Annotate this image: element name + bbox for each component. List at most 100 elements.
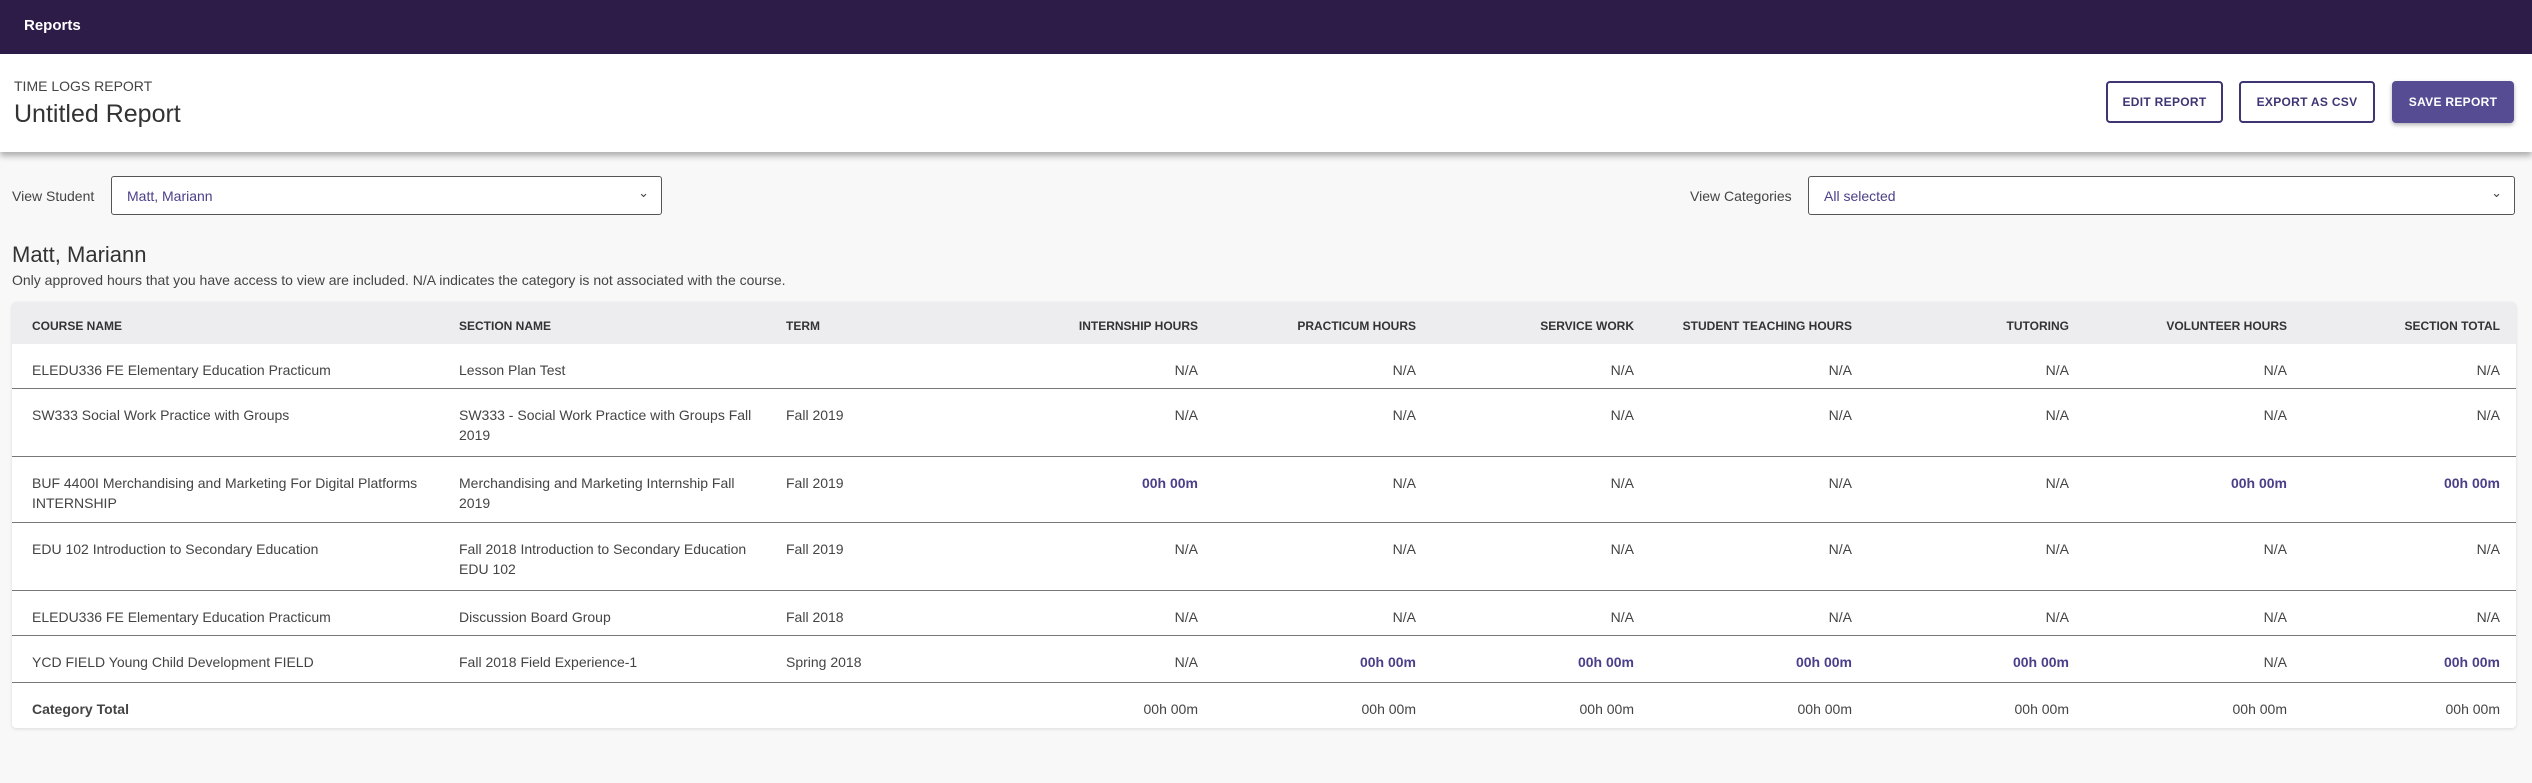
table-cell: N/A [1392, 475, 1416, 491]
table-cell: 00h 00m [2014, 701, 2069, 717]
table-cell: 00h 00m [1361, 701, 1416, 717]
table-row: EDU 102 Introduction to Secondary Educat… [12, 523, 2516, 591]
table-cell: Fall 2018 Field Experience-1 [459, 654, 638, 670]
chevron-down-icon: ⌄ [638, 185, 649, 200]
table-cell: ELEDU336 FE Elementary Education Practic… [32, 609, 331, 625]
table-cell: 00h 00m [2445, 701, 2500, 717]
table-cell: N/A [1392, 407, 1416, 423]
time-logs-table: COURSE NAME SECTION NAME TERM INTERNSHIP HO… [12, 302, 2516, 728]
table-cell: N/A [1392, 362, 1416, 378]
table-cell: N/A [1828, 407, 1852, 423]
table-header-row: COURSE NAME SECTION NAME TERM INTERNSHIP HO… [12, 302, 2516, 344]
categories-select-value: All selected [1824, 188, 1896, 204]
student-name-heading: Matt, Mariann [12, 242, 147, 267]
table-cell: N/A [1828, 475, 1852, 491]
table-cell: Fall 2019 [786, 475, 844, 491]
table-cell: N/A [2263, 609, 2287, 625]
report-note: Only approved hours that you have access… [12, 272, 786, 288]
table-cell: N/A [2045, 475, 2069, 491]
table-cell: Merchandising and Marketing Internship F… [459, 475, 735, 511]
column-header[interactable]: PRACTICUM HOURS [1297, 319, 1416, 333]
table-cell: N/A [1610, 362, 1634, 378]
table-cell: N/A [1174, 362, 1198, 378]
view-categories-select[interactable]: All selected ⌄ [1808, 176, 2515, 215]
page-title: Untitled Report [14, 100, 181, 128]
table-cell: N/A [2045, 609, 2069, 625]
table-cell: YCD FIELD Young Child Development FIELD [32, 654, 314, 670]
table-cell: 00h 00m [2443, 475, 2500, 491]
table-cell: Fall 2018 Introduction to Secondary Educ… [459, 541, 747, 577]
table-cell: Fall 2018 [786, 609, 844, 625]
table-cell: Spring 2018 [786, 654, 862, 670]
table-cell: N/A [2476, 609, 2500, 625]
table-row: ELEDU336 FE Elementary Education Practic… [12, 344, 2516, 389]
report-type: TIME LOGS REPORT [14, 78, 153, 94]
category-total-row: Category Total 00h 00m 00h 00m 00h 00m 00h 0… [12, 683, 2516, 728]
table-cell: BUF 4400I Merchandising and Marketing Fo… [32, 475, 418, 511]
view-student-select[interactable]: Matt, Mariann ⌄ [111, 176, 662, 215]
table-cell: N/A [1610, 609, 1634, 625]
table-cell: 00h 00m [1359, 654, 1416, 670]
table-row: ELEDU336 FE Elementary Education Practic… [12, 591, 2516, 636]
table-cell: 00h 00m [1577, 654, 1634, 670]
table-cell: N/A [1828, 362, 1852, 378]
table-cell: Fall 2019 [786, 407, 844, 423]
table-cell: 00h 00m [1141, 475, 1198, 491]
save-report-button[interactable]: SAVE REPORT [2392, 81, 2514, 123]
table-cell: Fall 2019 [786, 541, 844, 557]
table-cell: N/A [1610, 407, 1634, 423]
table-cell: N/A [1174, 541, 1198, 557]
table-row: BUF 4400I Merchandising and Marketing Fo… [12, 457, 2516, 523]
table-cell: N/A [2045, 541, 2069, 557]
column-header[interactable]: SECTION NAME [459, 319, 552, 333]
table-cell: N/A [1610, 541, 1634, 557]
table-cell: 00h 00m [1579, 701, 1634, 717]
table-cell: N/A [1828, 541, 1852, 557]
column-header[interactable]: SECTION TOTAL [2404, 319, 2500, 333]
column-header[interactable]: TUTORING [2006, 319, 2069, 333]
table-cell: N/A [2476, 541, 2500, 557]
table-cell: N/A [2045, 407, 2069, 423]
export-csv-button[interactable]: EXPORT AS CSV [2239, 81, 2375, 123]
table-row: YCD FIELD Young Child Development FIELD F… [12, 636, 2516, 683]
table-cell: 00h 00m [1797, 701, 1852, 717]
table-cell: N/A [2263, 654, 2287, 670]
chevron-down-icon: ⌄ [2491, 185, 2502, 200]
table-cell: N/A [2263, 407, 2287, 423]
table-cell: N/A [2045, 362, 2069, 378]
table-cell: 00h 00m [2230, 475, 2287, 491]
student-select-value: Matt, Mariann [127, 188, 213, 204]
table-cell: Lesson Plan Test [459, 362, 566, 378]
table-cell: 00h 00m [2443, 654, 2500, 670]
table-cell: N/A [1174, 407, 1198, 423]
table-cell: SW333 - Social Work Practice with Groups… [459, 407, 752, 443]
table-cell: N/A [1392, 609, 1416, 625]
table-cell: SW333 Social Work Practice with Groups [32, 407, 290, 423]
view-student-label: View Student [12, 188, 95, 204]
column-header[interactable]: STUDENT TEACHING HOURS [1682, 319, 1852, 333]
table-cell: N/A [2476, 362, 2500, 378]
column-header[interactable]: INTERNSHIP HOURS [1078, 319, 1198, 333]
top-nav-bar: Reports [0, 0, 2532, 54]
table-cell: N/A [1392, 541, 1416, 557]
table-cell: ELEDU336 FE Elementary Education Practic… [32, 362, 331, 378]
table-cell: Discussion Board Group [459, 609, 611, 625]
table-cell: N/A [1828, 609, 1852, 625]
table-cell: 00h 00m [2232, 701, 2287, 717]
table-cell: N/A [2263, 362, 2287, 378]
table-cell: N/A [1174, 609, 1198, 625]
table-cell: N/A [1610, 475, 1634, 491]
table-row: SW333 Social Work Practice with Groups SW… [12, 389, 2516, 457]
table-cell: N/A [1174, 654, 1198, 670]
column-header[interactable]: VOLUNTEER HOURS [2166, 319, 2287, 333]
edit-report-button[interactable]: EDIT REPORT [2106, 81, 2223, 123]
table-cell: N/A [2263, 541, 2287, 557]
column-header[interactable]: TERM [786, 319, 820, 333]
table-cell: N/A [2476, 407, 2500, 423]
column-header[interactable]: COURSE NAME [32, 319, 123, 333]
table-cell: 00h 00m [1795, 654, 1852, 670]
table-cell: EDU 102 Introduction to Secondary Educat… [32, 541, 319, 557]
report-header: TIME LOGS REPORT Untitled Report EDIT RE… [0, 54, 2532, 152]
column-header[interactable]: SERVICE WORK [1540, 319, 1634, 333]
view-categories-label: View Categories [1690, 188, 1792, 204]
